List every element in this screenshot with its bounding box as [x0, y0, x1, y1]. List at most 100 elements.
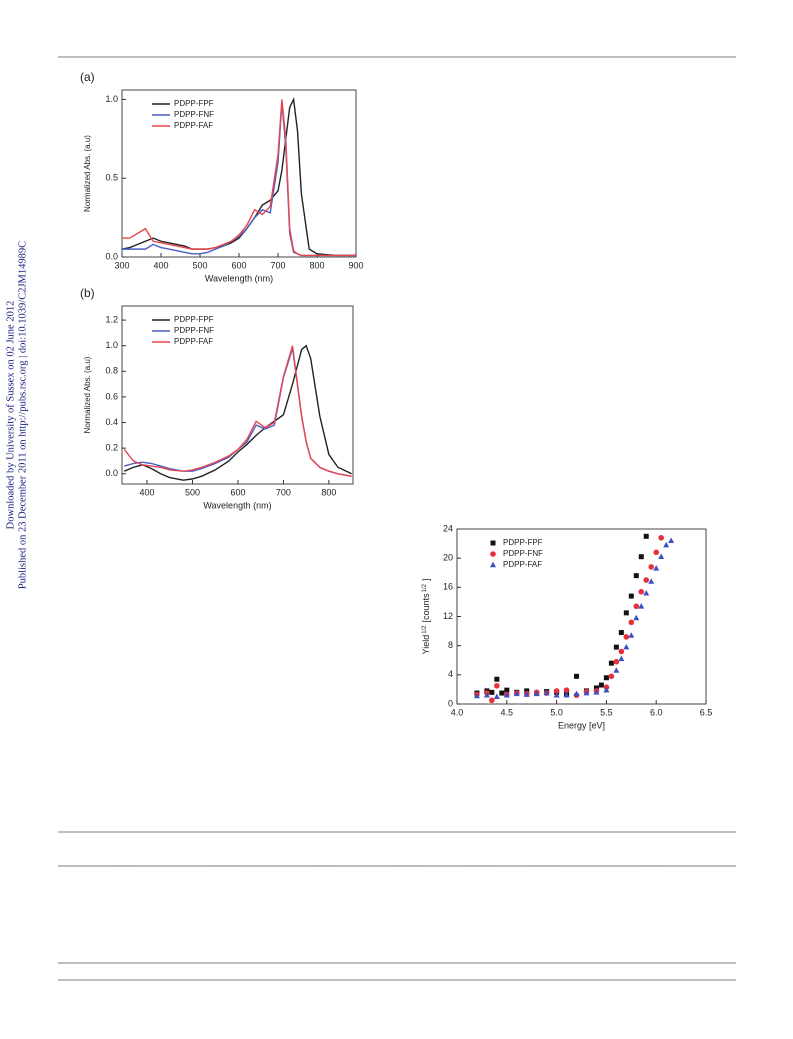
point — [489, 697, 495, 704]
x-tick-label: 4.0 — [451, 707, 464, 717]
point — [553, 692, 560, 698]
x-tick-label: 600 — [231, 260, 246, 270]
point — [603, 675, 609, 681]
point — [628, 632, 635, 638]
y-tick-label: 0.4 — [105, 417, 118, 427]
publish-note: Published on 23 December 2011 on http://… — [17, 241, 28, 589]
x-tick-label: 700 — [270, 260, 285, 270]
point — [563, 692, 570, 698]
y-tick-label: 1.0 — [105, 340, 118, 350]
point — [583, 689, 590, 696]
point — [489, 689, 495, 695]
y-tick-label: 1.2 — [105, 314, 118, 324]
legend-label: PDPP-FPF — [174, 315, 214, 324]
point — [613, 667, 620, 673]
y-axis-label: Yield1/2[counts1/2] — [421, 579, 431, 655]
point — [608, 673, 615, 680]
legend-label: PDPP-FNF — [174, 110, 214, 119]
y-tick-label: 8 — [448, 640, 453, 650]
point — [658, 553, 665, 560]
point — [658, 534, 664, 541]
point — [628, 593, 634, 599]
series-line — [121, 97, 356, 257]
point — [653, 565, 660, 571]
x-tick-label: 300 — [114, 260, 129, 270]
superscript: 1/2 — [422, 625, 428, 634]
point — [574, 673, 580, 679]
point — [623, 643, 630, 650]
point — [623, 634, 630, 640]
series-line — [123, 344, 352, 481]
point — [523, 691, 530, 697]
point — [618, 655, 625, 662]
point — [668, 537, 675, 543]
point — [603, 686, 610, 693]
y-tick-label: 0.6 — [105, 391, 118, 401]
point — [499, 690, 505, 696]
point — [553, 688, 560, 694]
label-part: [counts — [421, 593, 431, 623]
legend-label: PDPP-FPF — [174, 99, 214, 108]
point — [638, 588, 645, 595]
x-tick-label: 500 — [192, 260, 207, 270]
point — [533, 690, 540, 697]
x-tick-label: 800 — [309, 260, 324, 270]
y-tick-label: 0.2 — [105, 443, 118, 453]
point — [608, 660, 614, 666]
y-tick-label: 20 — [443, 553, 453, 563]
point — [663, 541, 670, 548]
y-tick-label: 12 — [443, 611, 453, 621]
x-axis-label: Energy [eV] — [558, 720, 605, 730]
point — [633, 614, 640, 621]
y-tick-label: 1.0 — [105, 94, 118, 104]
x-tick-label: 800 — [321, 487, 336, 497]
x-tick-label: 500 — [185, 487, 200, 497]
legend-label: PDPP-FAF — [174, 337, 213, 346]
y-tick-label: 4 — [448, 669, 453, 679]
chart: 4.0 4.5 5.0 5.5 6.0 6.5 0 4 8 12 16 20 24 Energy [eV]… — [421, 523, 712, 730]
chart: (b) 400 500 600 700 800 0.0 0.2 0.4 0.6 0.8 1.0 1.2 W… — [80, 286, 354, 510]
y-tick-label: 16 — [443, 582, 453, 592]
point — [573, 690, 580, 697]
x-tick-label: 5.5 — [600, 707, 613, 717]
point — [618, 648, 625, 655]
point — [593, 685, 599, 691]
label-part: Yield — [421, 635, 431, 655]
label-part: ] — [421, 579, 431, 582]
y-tick-label: 24 — [443, 523, 453, 533]
download-note: Downloaded by University of Sussex on 02… — [5, 301, 16, 530]
point — [513, 690, 520, 697]
point — [543, 689, 550, 696]
x-axis-label: Wavelength (nm) — [203, 500, 271, 510]
point — [483, 692, 490, 698]
x-tick-label: 400 — [153, 260, 168, 270]
panel-label: (a) — [80, 70, 95, 84]
chart: (a) 300 400 500 600 700 800 900 0.0 0.5 1.0 Wavelen… — [80, 70, 364, 283]
y-axis-label: Normalized Abs. (a.u) — [83, 356, 92, 433]
point — [598, 682, 604, 688]
legend-label: PDPP-FNF — [174, 326, 214, 335]
y-tick-label: 0 — [448, 698, 453, 708]
point — [638, 554, 644, 560]
y-tick-label: 0.0 — [105, 468, 118, 478]
point — [473, 692, 480, 699]
panel-label: (b) — [80, 286, 95, 300]
superscript: 1/2 — [422, 583, 428, 592]
point — [643, 589, 650, 596]
point — [643, 577, 650, 583]
y-tick-label: 0.8 — [105, 366, 118, 376]
x-tick-label: 700 — [276, 487, 291, 497]
point — [494, 676, 500, 682]
series-line — [122, 99, 356, 257]
x-tick-label: 400 — [139, 487, 154, 497]
x-tick-label: 900 — [348, 260, 363, 270]
point — [623, 610, 629, 616]
point — [613, 644, 619, 650]
x-tick-label: 6.0 — [650, 707, 663, 717]
point — [648, 564, 655, 570]
y-tick-label: 0.5 — [105, 173, 118, 183]
point — [524, 688, 530, 694]
point — [593, 689, 600, 695]
point — [494, 682, 500, 689]
